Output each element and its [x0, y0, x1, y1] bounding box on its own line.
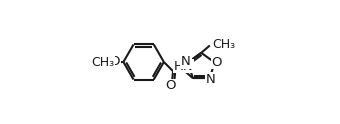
Text: O: O	[165, 79, 176, 92]
Text: HN: HN	[174, 60, 193, 73]
Text: N: N	[206, 73, 216, 86]
Text: CH₃: CH₃	[91, 56, 115, 68]
Text: CH₃: CH₃	[212, 38, 235, 51]
Text: N: N	[181, 55, 191, 68]
Text: O: O	[211, 56, 222, 69]
Text: O: O	[109, 55, 120, 68]
